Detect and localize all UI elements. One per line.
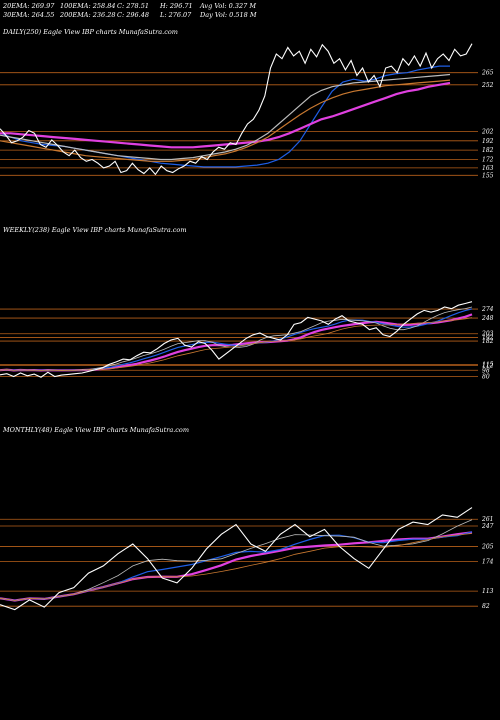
- stat-low: L: 276.07: [160, 11, 192, 19]
- monthly-ma-line: [0, 531, 473, 602]
- stat-100ema: 100EMA: 258.84: [60, 2, 116, 10]
- monthly-level-label: 82: [482, 603, 490, 610]
- daily-level-label: 163: [482, 165, 494, 172]
- stat-open: C: 278.51: [117, 2, 149, 10]
- weekly-ma-line: [0, 306, 473, 372]
- weekly-level-label: 192: [482, 335, 494, 342]
- weekly-price-line: [0, 301, 473, 378]
- monthly-chart-title: MONTHLY(48) Eagle View IBP charts Munafa…: [3, 426, 189, 434]
- monthly-level-label: 174: [482, 558, 494, 565]
- monthly-level-label: 247: [481, 523, 494, 530]
- monthly-ma-line: [0, 533, 473, 601]
- daily-level-label: 265: [481, 70, 494, 77]
- stat-200ema: 200EMA: 236.28: [60, 11, 116, 19]
- weekly-level-label: 112: [482, 362, 494, 369]
- daily-ema_grey-line: [0, 73, 451, 161]
- weekly-level-label: 274: [481, 306, 494, 313]
- weekly-chart-title: WEEKLY(238) Eagle View IBP charts Munafa…: [3, 226, 187, 234]
- daily-chart-title: DAILY(250) Eagle View IBP charts MunafaS…: [3, 28, 178, 36]
- daily-level-label: 172: [482, 156, 494, 163]
- monthly-level-label: 261: [481, 516, 493, 523]
- daily-level-label: 182: [482, 147, 494, 154]
- daily-level-label: 155: [482, 172, 494, 179]
- stat-30ema: 30EMA: 264.55: [3, 11, 55, 19]
- weekly-level-label: 248: [481, 315, 494, 322]
- weekly-level-label: 182: [482, 338, 494, 345]
- monthly-price-line: [0, 507, 473, 611]
- monthly-ma-line: [0, 531, 473, 602]
- stat-day-vol: Day Vol: 0.518 M: [200, 11, 257, 19]
- daily-price-line: [0, 43, 473, 176]
- daily-level-label: 192: [482, 138, 494, 145]
- weekly-level-label: 80: [482, 374, 490, 381]
- stat-avg-vol: Avg Vol: 0.327 M: [200, 2, 257, 10]
- weekly-ma-line: [0, 313, 473, 372]
- weekly-level-label: 98: [482, 367, 490, 374]
- daily-ema_brown-line: [0, 79, 451, 162]
- monthly-level-label: 205: [481, 543, 494, 550]
- weekly-level-label: 203: [481, 331, 494, 338]
- stat-20ema: 20EMA: 269.97: [3, 2, 55, 10]
- daily-level-label: 252: [481, 82, 494, 89]
- stat-close: C: 296.48: [117, 11, 149, 19]
- daily-level-label: 202: [481, 128, 494, 135]
- monthly-level-label: 113: [482, 588, 494, 595]
- stat-high: H: 296.71: [160, 2, 193, 10]
- daily-ema_pink-line: [0, 81, 451, 149]
- weekly-level-label: 115: [482, 361, 494, 368]
